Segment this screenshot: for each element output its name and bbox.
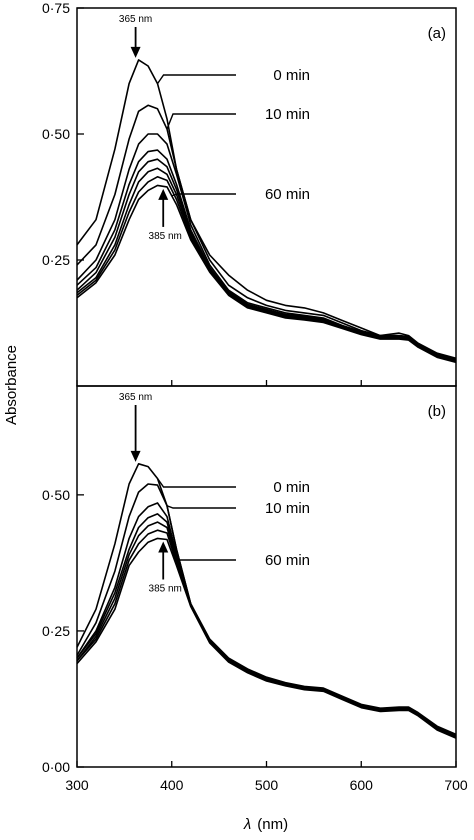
arrow-up-head-b [158,541,169,553]
leader-line-a-1 [166,113,236,130]
y-tick-label-a-2: 0·75 [42,0,70,16]
time-label-a-0: 0 min [273,67,310,84]
leader-line-a-2 [171,193,236,197]
series-line-b-3 [76,513,457,738]
x-tick-label-4: 700 [444,777,468,793]
panel-label-a: (a) [428,25,446,42]
series-line-a-1 [76,104,457,361]
annotation-365nm-b: 365 nm [119,392,152,403]
series-line-a-7 [76,184,457,364]
arrow-down-head-a [130,46,141,58]
y-tick-label-a-0: 0·25 [42,252,70,268]
leader-line-b-2 [171,552,236,561]
arrow-up-head-a [158,188,169,200]
x-axis-symbol: λ [243,816,251,833]
annotation-385nm-b: 385 nm [149,583,182,594]
series-line-a-2 [76,133,457,361]
series-line-a-6 [76,176,457,363]
leader-line-b-1 [166,505,236,509]
leader-line-a-0 [156,74,236,85]
series-lines [76,59,457,739]
x-axis-title: λ (nm) [243,816,288,833]
series-line-a-0 [76,59,457,360]
time-label-b-2: 60 min [265,552,310,569]
axis-ticks: 0·25 0·50 0·75 0·00 0·25 0·50 300 400 500 600 700 [42,0,468,793]
time-label-a-2: 60 min [265,186,310,203]
y-tick-label-b-1: 0·25 [42,623,70,639]
series-line-b-6 [76,537,457,739]
y-axis-title: Absorbance [3,345,20,425]
annotation-365nm-a: 365 nm [119,14,152,25]
annotation-385nm-a: 385 nm [149,231,182,242]
panel-label-b: (b) [428,403,446,420]
y-tick-label-b-0: 0·00 [42,759,70,775]
arrow-down-head-b [130,450,141,462]
leader-line-b-0 [156,478,236,488]
series-line-b-1 [76,483,457,737]
y-tick-label-b-2: 0·50 [42,487,70,503]
time-label-b-1: 10 min [265,500,310,517]
x-tick-label-1: 400 [160,777,184,793]
time-label-b-0: 0 min [273,479,310,496]
x-tick-label-0: 300 [65,777,89,793]
time-label-a-1: 10 min [265,106,310,123]
annotations: (a) 365 nm 385 nm 0 min 10 min 60 min (b) 365 n… [119,14,446,594]
x-axis-unit: (nm) [257,816,288,833]
y-tick-label-a-1: 0·50 [42,126,70,142]
x-tick-label-3: 600 [350,777,374,793]
x-tick-label-2: 500 [255,777,279,793]
